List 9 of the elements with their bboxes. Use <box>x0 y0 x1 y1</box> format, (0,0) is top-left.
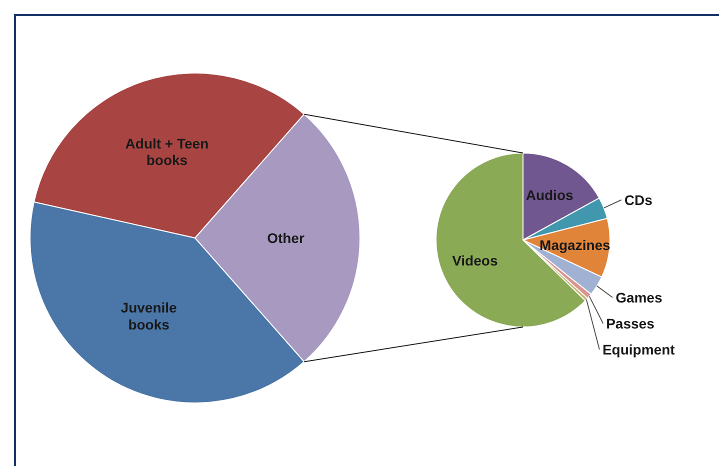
slice-label: Other <box>267 230 305 246</box>
slice-label: Audios <box>526 187 574 204</box>
slice-label: Passes <box>606 316 655 332</box>
slice-label: Games <box>616 290 662 306</box>
slice-label: Adult + Teen books <box>125 135 209 168</box>
slice-label: Equipment <box>602 342 676 358</box>
slice-label: Juvenile books <box>120 300 178 333</box>
slice-label: Videos <box>452 252 498 268</box>
slice-label: CDs <box>624 192 653 208</box>
